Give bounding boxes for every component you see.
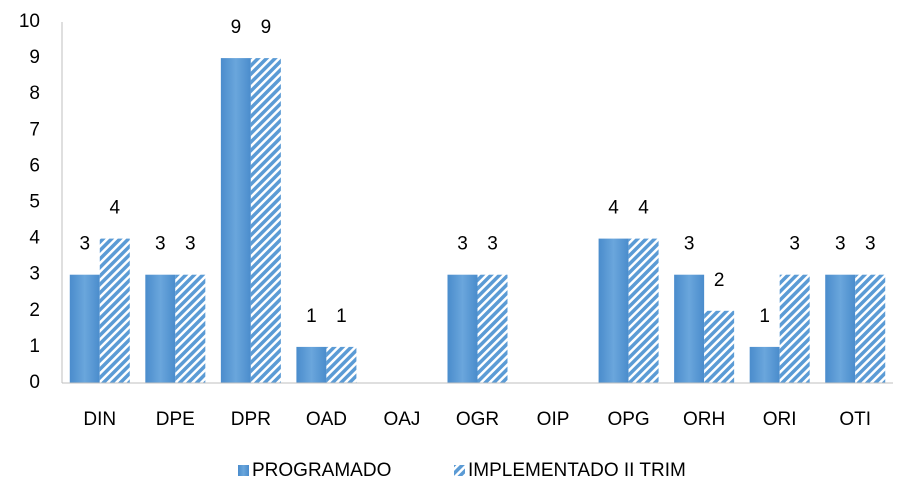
bar: [855, 274, 886, 383]
x-tick-label: OGR: [456, 409, 499, 430]
bar: [704, 310, 735, 383]
x-tick-label: DPR: [231, 409, 271, 430]
bar: [825, 274, 856, 383]
data-label: 3: [865, 234, 876, 255]
y-tick-label: 0: [29, 372, 40, 393]
y-tick-label: 6: [29, 155, 40, 176]
y-tick-label: 4: [29, 228, 40, 249]
bar: [598, 238, 629, 383]
bar: [175, 274, 206, 383]
data-label: 3: [835, 234, 846, 255]
data-label: 3: [487, 234, 498, 255]
y-tick-label: 1: [29, 336, 40, 357]
data-label: 2: [714, 270, 725, 291]
x-tick-label: ORI: [763, 409, 797, 430]
bar: [250, 58, 281, 383]
data-label: 3: [79, 234, 90, 255]
data-label: 9: [261, 17, 272, 38]
data-label: 3: [789, 234, 800, 255]
legend-label: PROGRAMADO: [252, 460, 391, 481]
bar: [674, 274, 705, 383]
x-tick-label: OAD: [306, 409, 347, 430]
y-tick-label: 5: [29, 192, 40, 213]
bar: [749, 346, 780, 383]
bar: [99, 238, 130, 383]
bar: [628, 238, 659, 383]
data-label: 3: [457, 234, 468, 255]
x-tick-label: OAJ: [383, 409, 420, 430]
bar: [69, 274, 100, 383]
data-label: 3: [185, 234, 196, 255]
legend-label: IMPLEMENTADO II TRIM: [468, 460, 686, 481]
bar: [145, 274, 176, 383]
bar: [779, 274, 810, 383]
data-label: 4: [109, 198, 120, 219]
legend-swatch: [238, 465, 249, 476]
data-label: 4: [638, 198, 649, 219]
x-tick-label: ORH: [683, 409, 725, 430]
legend-swatch: [454, 465, 465, 476]
y-tick-label: 2: [29, 300, 40, 321]
data-label: 4: [608, 198, 619, 219]
bar: [477, 274, 508, 383]
x-tick-label: OPG: [607, 409, 649, 430]
x-tick-label: DIN: [83, 409, 116, 430]
y-tick-label: 7: [29, 119, 40, 140]
bar: [296, 346, 327, 383]
y-tick-label: 9: [29, 47, 40, 68]
x-tick-label: DPE: [156, 409, 195, 430]
y-tick-label: 10: [19, 11, 40, 32]
x-tick-label: OTI: [839, 409, 871, 430]
data-label: 3: [684, 234, 695, 255]
bar: [220, 58, 251, 383]
x-tick-label: OIP: [537, 409, 570, 430]
data-label: 3: [155, 234, 166, 255]
data-label: 1: [759, 306, 770, 327]
data-label: 9: [231, 17, 242, 38]
y-tick-label: 3: [29, 264, 40, 285]
data-label: 1: [306, 306, 317, 327]
data-label: 1: [336, 306, 347, 327]
y-tick-label: 8: [29, 83, 40, 104]
bar: [326, 346, 357, 383]
bar: [447, 274, 478, 383]
